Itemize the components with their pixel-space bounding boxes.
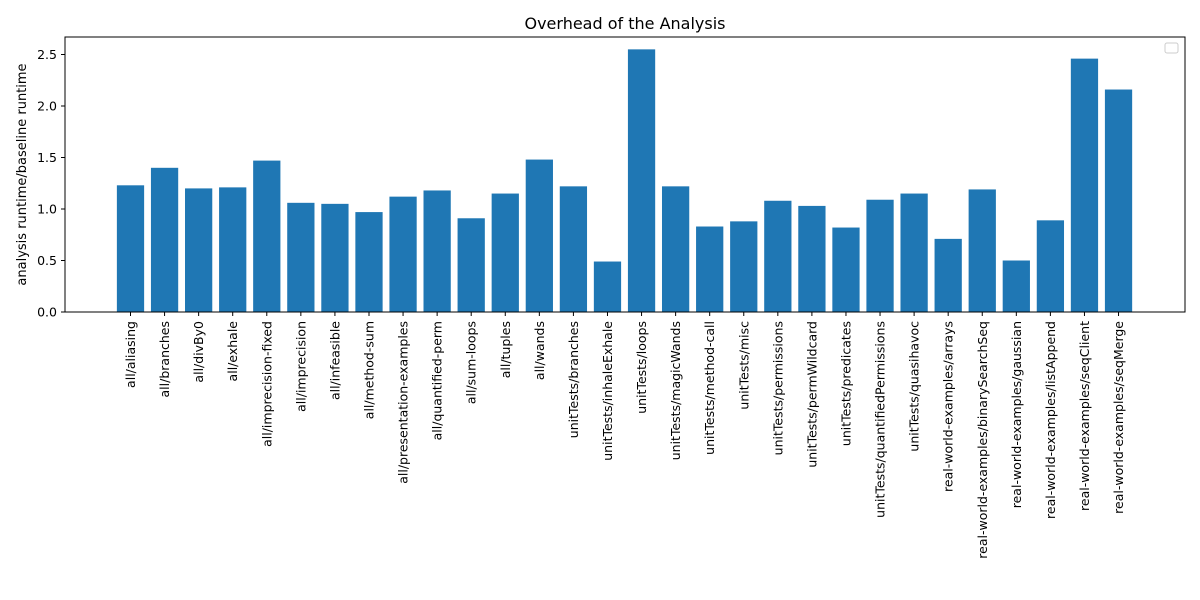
- x-tick-label: unitTests/misc: [736, 321, 751, 410]
- x-tick-label: all/imprecision: [293, 321, 308, 412]
- legend-box: [1164, 42, 1179, 54]
- bar: [355, 212, 383, 312]
- x-tick-label: all/presentation-examples: [396, 321, 411, 484]
- bar: [661, 186, 690, 312]
- bar: [185, 188, 213, 312]
- x-tick-label: real-world-examples/binarySearchSeq: [975, 321, 990, 559]
- x-tick-label: real-world-examples/seqClient: [1077, 321, 1092, 511]
- x-tick-label: unitTests/permWildcard: [804, 321, 819, 468]
- x-tick-label: all/imprecision-fixed: [259, 321, 274, 447]
- bar: [150, 167, 179, 312]
- bar: [832, 227, 860, 312]
- bar: [525, 159, 553, 312]
- bar: [321, 203, 349, 312]
- x-tick-label: unitTests/magicWands: [668, 321, 683, 460]
- y-tick-label: 0.0: [37, 305, 57, 320]
- x-tick-label: all/tuples: [498, 321, 513, 378]
- x-tick-label: all/divBy0: [191, 321, 206, 383]
- x-tick-label: real-world-examples/arrays: [941, 321, 956, 492]
- y-tick-label: 2.5: [37, 47, 57, 62]
- bar: [730, 221, 758, 312]
- bar: [559, 186, 588, 312]
- y-tick-label: 2.0: [37, 99, 57, 114]
- y-tick-label: 0.5: [37, 253, 57, 268]
- y-axis: 0.0 0.5 1.0 1.5 2.0 2.5: [37, 47, 65, 320]
- bar: [1036, 220, 1065, 312]
- x-tick-label: unitTests/method-call: [702, 321, 717, 455]
- bar: [627, 49, 656, 313]
- bar: [1104, 89, 1133, 312]
- bar: [696, 226, 724, 312]
- bar: [968, 189, 996, 312]
- x-tick-label: all/branches: [157, 321, 172, 397]
- bar: [389, 196, 417, 312]
- x-tick-label: unitTests/predicates: [838, 321, 853, 446]
- bar: [457, 218, 485, 312]
- bar: [866, 199, 894, 312]
- bar: [798, 205, 826, 312]
- bars-group: [116, 49, 1133, 313]
- bar: [423, 190, 451, 312]
- plot-area-frame: [64, 36, 1186, 313]
- x-tick-label: all/aliasing: [123, 321, 138, 388]
- x-tick-label: all/sum-loops: [464, 321, 479, 404]
- x-axis: all/aliasing all/branches all/divBy0 all/ex…: [123, 312, 1126, 559]
- x-tick-label: unitTests/branches: [566, 321, 581, 438]
- bar: [593, 261, 622, 312]
- x-tick-label: real-world-examples/seqMerge: [1111, 321, 1126, 514]
- x-tick-label: all/method-sum: [361, 321, 376, 419]
- x-tick-label: real-world-examples/listAppend: [1043, 321, 1058, 519]
- bar: [764, 200, 792, 312]
- x-tick-label: unitTests/permissions: [770, 321, 785, 455]
- y-tick-label: 1.0: [37, 202, 57, 217]
- bar: [934, 238, 962, 312]
- x-tick-label: all/exhale: [225, 321, 240, 382]
- x-tick-label: unitTests/quantifiedPermissions: [873, 321, 888, 518]
- x-tick-label: unitTests/quasihavoc: [907, 321, 922, 452]
- x-tick-label: unitTests/inhaleExhale: [600, 321, 615, 461]
- x-tick-label: all/wands: [532, 321, 547, 380]
- x-tick-label: all/infeasible: [327, 321, 342, 400]
- x-tick-label: unitTests/loops: [634, 321, 649, 414]
- bar: [900, 193, 928, 312]
- x-tick-label: all/quantified-perm: [430, 321, 445, 440]
- bar: [1070, 58, 1099, 312]
- y-tick-label: 1.5: [37, 150, 57, 165]
- bar: [491, 193, 519, 312]
- chart-title: Overhead of the Analysis: [524, 14, 725, 33]
- bar: [116, 185, 145, 312]
- bar: [219, 187, 247, 312]
- bar: [287, 202, 315, 312]
- y-axis-label: analysis runtime/baseline runtime: [15, 63, 30, 285]
- bar: [1002, 260, 1030, 312]
- x-tick-label: real-world-examples/gaussian: [1009, 321, 1024, 508]
- bar: [253, 160, 281, 312]
